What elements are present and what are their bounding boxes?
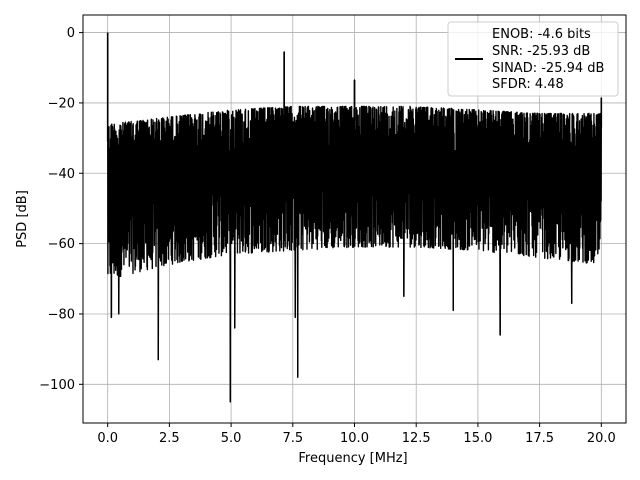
x-tick-label: 10.0 [340, 431, 369, 446]
legend-box [447, 21, 619, 97]
legend-line-snr: SNR: -25.93 dB [492, 44, 590, 59]
plot-area [106, 32, 603, 403]
y-tick-label: −100 [39, 378, 75, 393]
axes: 0.0 2.5 5.0 7.5 10.0 12.5 15.0 17.5 20.0 0 −20 −40 −… [39, 14, 627, 446]
x-tick-label: 0.0 [97, 431, 118, 446]
legend-line-enob: ENOB: -4.6 bits [492, 27, 591, 42]
y-tick-label: −40 [48, 167, 75, 182]
x-tick-label: 2.5 [159, 431, 180, 446]
x-tick-label: 15.0 [463, 431, 492, 446]
y-tick-label: −80 [48, 307, 75, 322]
y-tick-label: −20 [48, 96, 75, 111]
legend: ENOB: -4.6 bits SNR: -25.93 dB SINAD: -2… [447, 21, 619, 97]
legend-line-sinad: SINAD: -25.94 dB [492, 61, 604, 76]
x-tick-label: 17.5 [525, 431, 554, 446]
x-tick-label: 20.0 [587, 431, 616, 446]
y-axis-label: PSD [dB] [15, 190, 30, 248]
y-tick-label: 0 [67, 26, 75, 41]
x-axis-label: Frequency [MHz] [298, 451, 407, 466]
x-tick-label: 12.5 [402, 431, 431, 446]
y-tick-label: −60 [48, 237, 75, 252]
x-tick-label: 5.0 [221, 431, 242, 446]
x-tick-label: 7.5 [282, 431, 303, 446]
legend-line-sfdr: SFDR: 4.48 [492, 77, 564, 92]
